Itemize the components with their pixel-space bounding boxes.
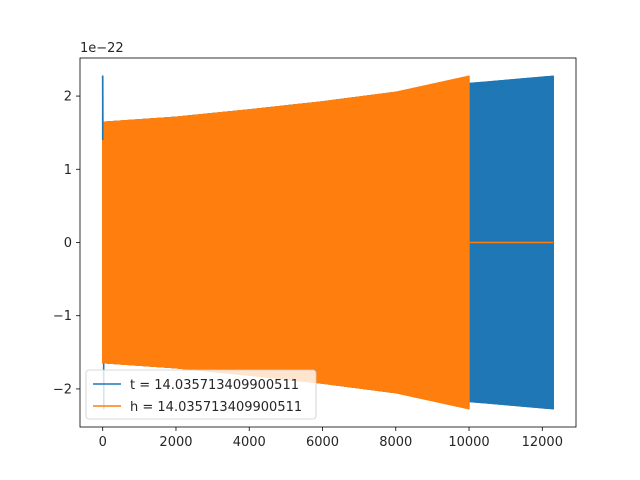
x-axis: 0 2000 4000 6000 8000 10000 12000 [99, 427, 563, 450]
y-offset-text: 1e−22 [80, 41, 124, 56]
series-1-oscillation [102, 75, 470, 410]
x-tick-label: 4000 [233, 435, 266, 450]
y-tick-label: −2 [53, 382, 72, 397]
y-tick-label: 0 [64, 236, 72, 251]
legend-box [85, 369, 317, 420]
x-tick-label: 12000 [522, 435, 563, 450]
y-tick-label: 2 [64, 90, 72, 105]
y-axis: −2 −1 0 1 2 [53, 90, 80, 397]
legend-label-t: t = 14.035713409900511 [130, 378, 299, 393]
y-tick-label: −1 [53, 309, 72, 324]
legend-label-h: h = 14.035713409900511 [130, 400, 302, 415]
series-1 [102, 75, 470, 410]
x-tick-label: 6000 [306, 435, 339, 450]
legend: t = 14.035713409900511 h = 14.0357134099… [85, 369, 317, 420]
y-tick-label: 1 [64, 163, 72, 178]
x-tick-label: 0 [99, 435, 107, 450]
plot-area [101, 75, 554, 410]
x-tick-label: 10000 [448, 435, 489, 450]
x-tick-label: 2000 [159, 435, 192, 450]
x-tick-label: 8000 [379, 435, 412, 450]
